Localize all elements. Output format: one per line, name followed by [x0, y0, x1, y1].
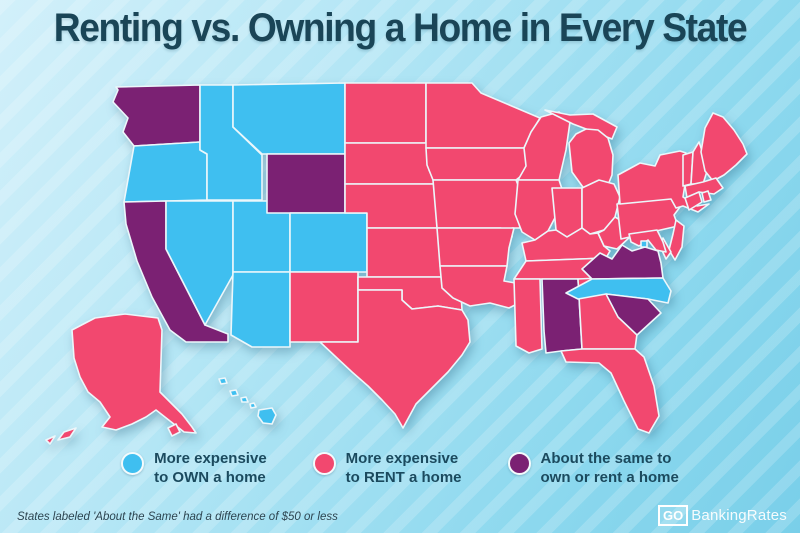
legend-item-same: About the same to own or rent a home	[507, 449, 679, 487]
state-mi	[568, 128, 614, 191]
legend-item-rent: More expensive to RENT a home	[312, 449, 462, 487]
state-dc	[640, 240, 648, 248]
legend-label-own-line1: More expensive	[154, 450, 267, 467]
state-ri	[701, 190, 712, 203]
legend-label-own: More expensive to OWN a home	[154, 449, 267, 487]
state-wa	[112, 84, 201, 147]
state-az	[230, 271, 291, 348]
legend-label-same-line2: own or rent a home	[540, 469, 679, 487]
state-ms	[513, 278, 543, 354]
state-nj	[668, 219, 685, 261]
logo-go-badge: GO	[657, 505, 689, 526]
state-sd	[344, 142, 437, 185]
state-hi	[257, 407, 277, 425]
state-ak	[57, 427, 77, 441]
legend-swatch-same-icon	[507, 452, 531, 475]
state-hi	[249, 402, 257, 409]
legend-label-rent-line1: More expensive	[345, 450, 459, 467]
footnote: States labeled 'About the Same' had a di…	[17, 511, 338, 523]
legend: More expensive to OWN a home More expens…	[0, 449, 800, 487]
state-ct	[684, 191, 703, 211]
state-nc	[565, 277, 672, 304]
state-nd	[344, 82, 427, 144]
legend-label-rent-line2: to RENT a home	[345, 469, 462, 487]
state-hi	[218, 377, 228, 385]
state-sc	[605, 293, 662, 336]
state-or	[123, 141, 208, 203]
state-wi	[517, 111, 571, 181]
legend-label-same: About the same to own or rent a home	[541, 449, 679, 487]
state-la	[439, 265, 524, 309]
page-title: Renting vs. Owning a Home in Every State	[53, 6, 748, 50]
state-ak	[167, 423, 181, 437]
state-hi	[229, 389, 239, 397]
state-wy	[266, 153, 346, 214]
state-co	[289, 212, 368, 273]
legend-swatch-rent-icon	[312, 452, 336, 475]
state-ak	[71, 313, 197, 434]
state-nm	[289, 271, 359, 343]
state-nv	[165, 200, 234, 326]
state-md	[628, 229, 667, 253]
legend-label-rent: More expensive to RENT a home	[346, 449, 462, 487]
legend-label-own-line2: to OWN a home	[154, 469, 266, 487]
state-mt	[232, 82, 346, 155]
legend-swatch-own-icon	[121, 452, 145, 475]
legend-label-same-line1: About the same to	[540, 450, 672, 467]
state-fl	[560, 348, 660, 434]
state-ia	[425, 147, 532, 181]
state-mn	[425, 82, 541, 149]
logo-wordmark: BankingRates	[691, 507, 787, 524]
state-hi	[240, 396, 249, 403]
state-ak	[45, 435, 56, 445]
state-tx	[319, 289, 471, 429]
state-me	[700, 112, 748, 182]
gobankingrates-logo: GO BankingRates	[657, 505, 787, 526]
legend-item-own: More expensive to OWN a home	[121, 449, 267, 487]
state-nh	[690, 141, 709, 185]
state-ar	[436, 227, 515, 267]
